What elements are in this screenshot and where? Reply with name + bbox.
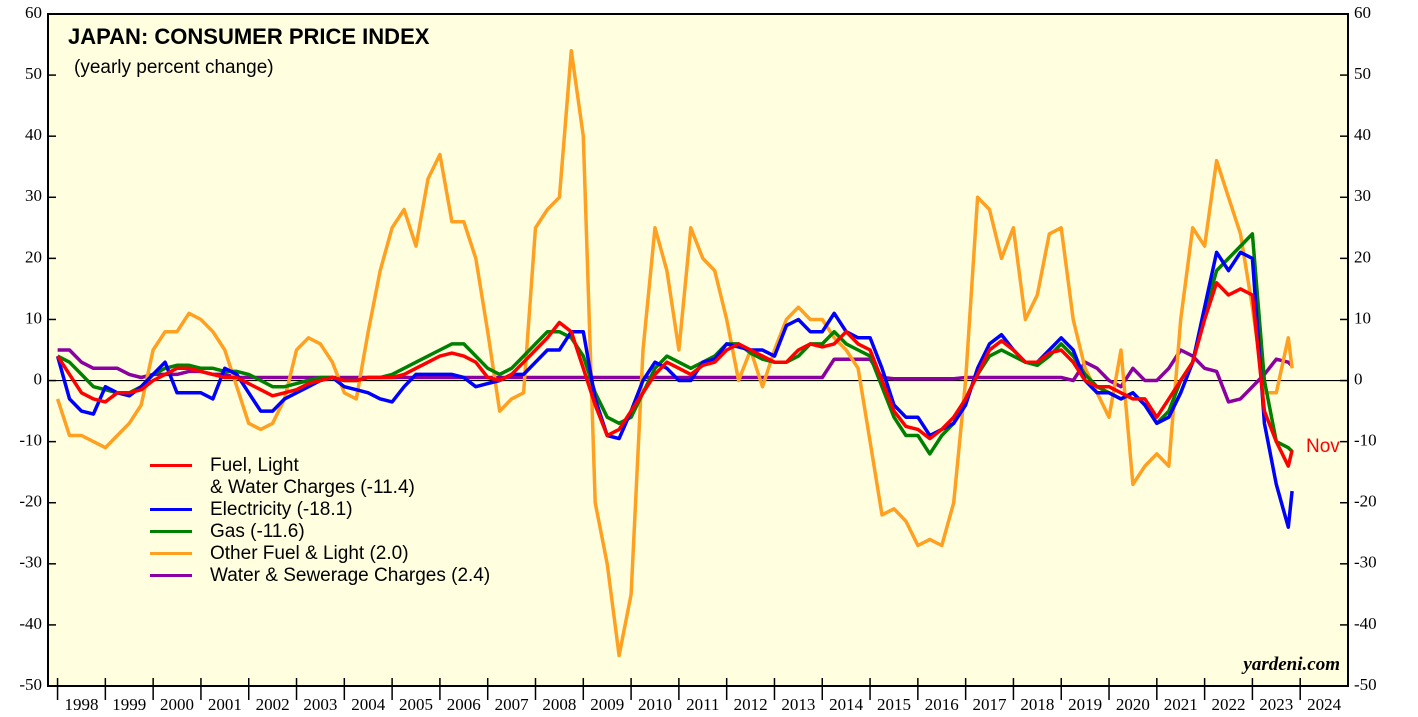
y-tick-label: 60: [25, 3, 42, 22]
y-tick-label: 0: [34, 369, 43, 388]
x-tick-label: 2014: [829, 695, 864, 714]
legend-entry: Other Fuel & Light (2.0): [150, 543, 490, 565]
y2-tick-label: 0: [1354, 369, 1363, 388]
annotation: Nov: [1306, 436, 1340, 457]
x-tick-label: 2000: [160, 695, 194, 714]
y2-tick-label: -40: [1354, 614, 1377, 633]
x-tick-label: 2002: [256, 695, 290, 714]
chart-title: JAPAN: CONSUMER PRICE INDEX: [68, 24, 430, 49]
legend-swatch: [150, 574, 192, 577]
legend-label: Other Fuel & Light (2.0): [210, 543, 409, 564]
x-tick-label: 2013: [781, 695, 815, 714]
plot-area: [47, 13, 1349, 687]
y-tick-label: 20: [25, 247, 42, 266]
legend-entry: Fuel, Light & Water Charges (-11.4): [150, 455, 490, 499]
x-tick-label: 2004: [351, 695, 386, 714]
y2-tick-label: -10: [1354, 431, 1377, 450]
x-tick-label: 2009: [590, 695, 624, 714]
x-tick-label: 2005: [399, 695, 433, 714]
x-tick-label: 2023: [1259, 695, 1293, 714]
y2-tick-label: -30: [1354, 553, 1377, 572]
y-tick-label: 40: [25, 125, 42, 144]
y-tick-label: -20: [19, 492, 42, 511]
x-tick-label: 2015: [877, 695, 911, 714]
series-line: [57, 348, 1294, 404]
y-tick-label: 50: [25, 64, 42, 83]
y2-tick-label: 20: [1354, 247, 1371, 266]
y2-tick-label: 40: [1354, 125, 1371, 144]
legend-swatch: [150, 530, 192, 533]
x-tick-label: 2003: [303, 695, 337, 714]
x-tick-label: 2024: [1307, 695, 1342, 714]
x-tick-label: 2001: [208, 695, 242, 714]
x-tick-label: 2008: [542, 695, 576, 714]
x-tick-label: 1998: [64, 695, 98, 714]
series-line: [56, 281, 1294, 468]
legend-swatch: [150, 464, 192, 467]
y-tick-label: -50: [19, 675, 42, 694]
y2-tick-label: 30: [1354, 186, 1371, 205]
x-tick-label: 2012: [734, 695, 768, 714]
legend-swatch: [150, 552, 192, 555]
legend: Fuel, Light & Water Charges (-11.4) Elect…: [150, 455, 490, 587]
y-tick-label: 30: [25, 186, 42, 205]
x-tick-label: 2020: [1116, 695, 1150, 714]
x-tick-label: 2010: [638, 695, 672, 714]
x-tick-label: 1999: [112, 695, 146, 714]
x-tick-label: 2006: [447, 695, 481, 714]
legend-entry: Electricity (-18.1): [150, 499, 490, 521]
legend-label: Electricity (-18.1): [210, 499, 353, 520]
source: yardeni.com: [1241, 654, 1340, 675]
y2-tick-label: 10: [1354, 308, 1371, 327]
chart-subtitle: (yearly percent change): [74, 57, 274, 78]
legend-label: Fuel, Light & Water Charges (-11.4): [210, 455, 415, 498]
y2-tick-label: 50: [1354, 64, 1371, 83]
y-tick-label: -40: [19, 614, 42, 633]
x-tick-label: 2007: [495, 695, 530, 714]
x-tick-label: 2016: [925, 695, 959, 714]
y-tick-label: -10: [19, 431, 42, 450]
series-line: [56, 232, 1294, 456]
y2-tick-label: -50: [1354, 675, 1377, 694]
legend-label: Water & Sewerage Charges (2.4): [210, 565, 491, 586]
x-tick-label: 2011: [686, 695, 719, 714]
legend-entry: Water & Sewerage Charges (2.4): [150, 565, 490, 587]
x-tick-label: 2022: [1212, 695, 1246, 714]
y2-tick-label: -20: [1354, 492, 1377, 511]
x-tick-label: 2017: [973, 695, 1008, 714]
x-tick-label: 2021: [1164, 695, 1198, 714]
x-tick-label: 2019: [1068, 695, 1102, 714]
y-tick-label: 10: [25, 308, 42, 327]
y-tick-label: -30: [19, 553, 42, 572]
legend-swatch: [150, 508, 192, 511]
x-tick-label: 2018: [1020, 695, 1054, 714]
legend-entry: Gas (-11.6): [150, 521, 490, 543]
y2-tick-label: 60: [1354, 3, 1371, 22]
legend-label: Gas (-11.6): [210, 521, 305, 542]
series-line: [55, 250, 1294, 529]
